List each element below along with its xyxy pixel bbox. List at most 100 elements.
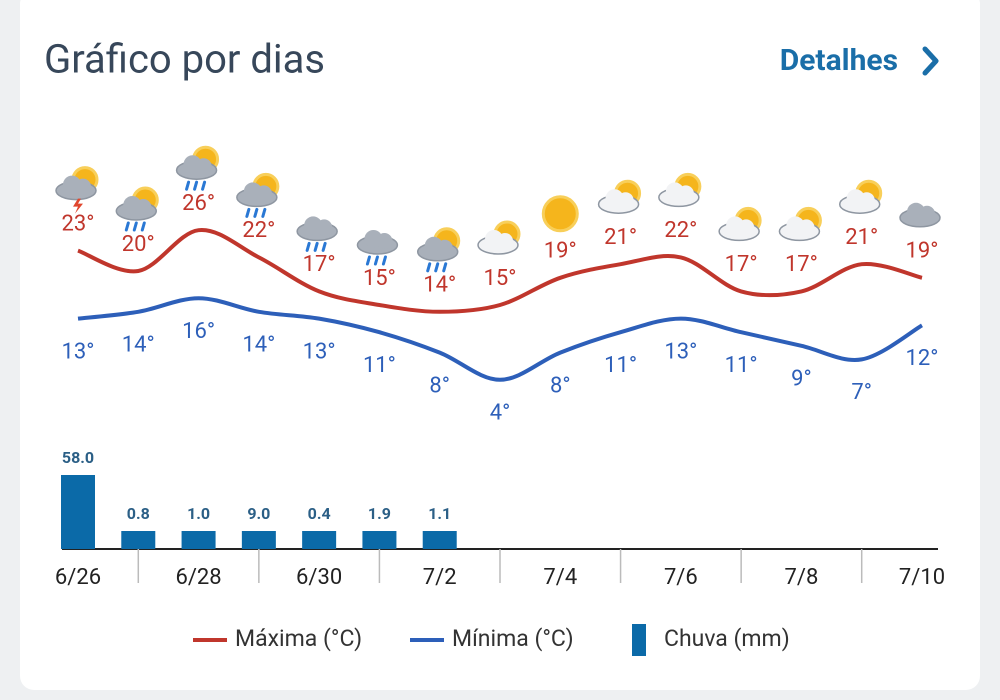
value-label: 14° — [423, 273, 456, 298]
value-label: 20° — [122, 232, 155, 257]
rain-drop — [201, 180, 207, 191]
rain-bar — [241, 531, 276, 549]
sun — [541, 195, 579, 233]
cloud — [798, 219, 815, 236]
weather-icon — [296, 216, 338, 252]
rain-bar — [302, 531, 337, 549]
value-label: 0.8 — [127, 504, 150, 523]
legend-label: Mínima (°C) — [452, 625, 574, 652]
value-label: 4° — [490, 401, 511, 426]
weather-icon — [718, 206, 762, 242]
rain-drop — [253, 207, 259, 218]
value-label: 12° — [906, 346, 939, 371]
rain-drop — [321, 241, 327, 252]
value-label: 17° — [725, 252, 758, 277]
rain-drop — [313, 241, 319, 252]
cloud — [135, 199, 152, 215]
value-label: 14° — [242, 333, 275, 358]
weather-icon — [899, 202, 941, 228]
value-label: 7° — [851, 380, 872, 405]
x-tick-label: 7/6 — [664, 565, 698, 590]
cloud — [75, 178, 91, 195]
cloud — [919, 205, 935, 222]
value-label: 58.0 — [62, 448, 94, 467]
value-label: 21° — [845, 225, 878, 250]
x-tick-label: 7/2 — [423, 565, 457, 590]
x-tick-label: 7/4 — [543, 565, 577, 590]
rain-bar — [121, 531, 156, 549]
details-link[interactable]: Detalhes — [780, 43, 898, 78]
rain-drop — [132, 221, 138, 232]
value-label: 19° — [906, 239, 939, 264]
temperature-line — [77, 296, 924, 382]
value-label: 1.1 — [428, 504, 451, 523]
value-label: 9.0 — [247, 504, 270, 523]
weather-icon — [778, 206, 822, 242]
value-label: 26° — [182, 191, 215, 216]
cloud — [436, 239, 453, 256]
value-label: 13° — [62, 339, 95, 364]
rain-drop — [140, 221, 146, 232]
value-label: 8° — [429, 373, 450, 398]
x-tick-label: 7/10 — [899, 565, 945, 590]
value-label: 1.0 — [187, 504, 210, 523]
rain-drop — [245, 207, 251, 218]
weather-icon — [838, 179, 883, 214]
chevron[interactable] — [922, 46, 939, 76]
value-label: 1.9 — [368, 504, 391, 523]
rain-drop — [434, 262, 440, 273]
temperature-line — [77, 228, 923, 314]
weather-icon — [541, 195, 579, 233]
weather-icon — [115, 186, 159, 232]
rain-drop — [442, 262, 448, 273]
legend-label: Máxima (°C) — [235, 625, 362, 652]
x-tick-label: 6/26 — [55, 565, 101, 590]
value-label: 11° — [604, 353, 637, 378]
cloud — [316, 219, 333, 236]
value-label: 22° — [242, 218, 275, 243]
weather-icon — [597, 179, 642, 214]
cloud — [677, 185, 694, 202]
value-label: 23° — [62, 211, 95, 236]
value-label: 8° — [550, 373, 571, 398]
value-label: 16° — [182, 319, 215, 344]
value-label: 21° — [604, 225, 637, 250]
value-label: 11° — [725, 353, 758, 378]
value-label: 17° — [303, 252, 336, 277]
value-label: 19° — [544, 239, 577, 264]
weather-icon — [236, 172, 280, 218]
weather-icon — [356, 230, 399, 266]
card-bg — [20, 0, 980, 690]
weather-icon — [658, 172, 702, 208]
value-label: 17° — [785, 252, 818, 277]
weather-icon — [477, 220, 521, 255]
cloud — [255, 185, 272, 202]
legend-label: Chuva (mm) — [664, 625, 790, 652]
cloud — [195, 158, 212, 175]
value-label: 15° — [363, 266, 396, 291]
rain-drop — [261, 207, 267, 218]
cloud — [617, 192, 634, 209]
x-tick-label: 6/30 — [296, 565, 342, 590]
rain-bar — [61, 475, 95, 549]
value-label: 11° — [363, 353, 396, 378]
rain-drop — [365, 255, 371, 266]
rain-drop — [305, 241, 311, 252]
cloud — [738, 219, 755, 236]
value-label: 22° — [664, 218, 697, 243]
x-tick-label: 7/8 — [785, 565, 819, 590]
title: Gráfico por dias — [44, 36, 325, 83]
rain-drop — [185, 180, 191, 191]
rain-drop — [193, 180, 199, 191]
weather-icon — [55, 166, 99, 214]
value-label: 0.4 — [308, 504, 331, 523]
value-label: 15° — [484, 266, 517, 291]
cloud — [497, 233, 513, 249]
plot: 6/26 6/28 6/30 7/2 7/4 7/6 7/8 7/10 23° 20° 26° 22°… — [55, 145, 945, 656]
rain-bar — [422, 531, 457, 549]
weather-icon — [175, 145, 220, 191]
value-label: 13° — [303, 339, 336, 364]
bolt — [73, 198, 83, 214]
